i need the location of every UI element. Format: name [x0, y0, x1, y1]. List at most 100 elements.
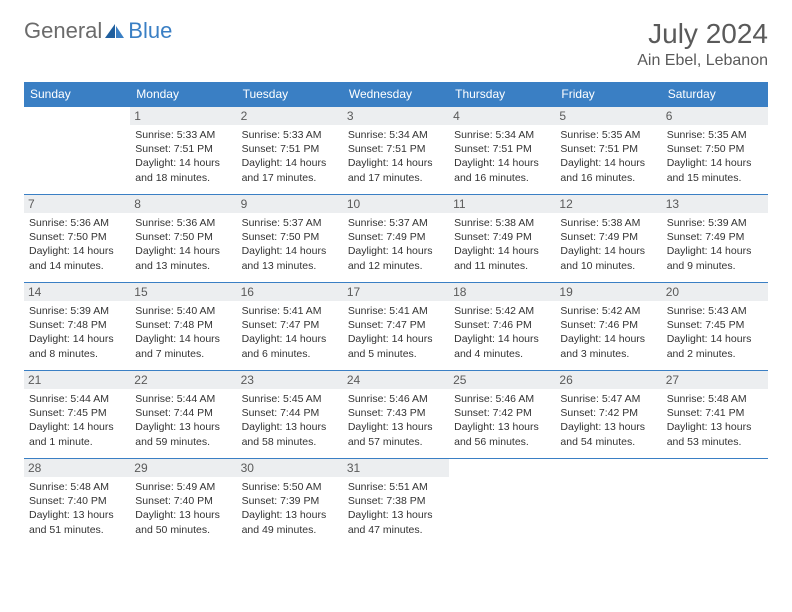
calendar-cell: 7Sunrise: 5:36 AMSunset: 7:50 PMDaylight… — [24, 195, 130, 283]
daylight-line: Daylight: 14 hours and 4 minutes. — [454, 332, 550, 360]
day-number: 10 — [343, 195, 449, 213]
sunset-line: Sunset: 7:50 PM — [29, 230, 125, 244]
sunrise-line: Sunrise: 5:39 AM — [29, 304, 125, 318]
calendar-week-row: 7Sunrise: 5:36 AMSunset: 7:50 PMDaylight… — [24, 195, 768, 283]
day-number: 20 — [662, 283, 768, 301]
sunset-line: Sunset: 7:44 PM — [242, 406, 338, 420]
sunset-line: Sunset: 7:51 PM — [135, 142, 231, 156]
daylight-line: Daylight: 13 hours and 56 minutes. — [454, 420, 550, 448]
calendar-cell: 21Sunrise: 5:44 AMSunset: 7:45 PMDayligh… — [24, 371, 130, 459]
calendar-cell: 25Sunrise: 5:46 AMSunset: 7:42 PMDayligh… — [449, 371, 555, 459]
daylight-line: Daylight: 14 hours and 14 minutes. — [29, 244, 125, 272]
sunrise-line: Sunrise: 5:49 AM — [135, 480, 231, 494]
day-number: 5 — [555, 107, 661, 125]
daylight-line: Daylight: 13 hours and 51 minutes. — [29, 508, 125, 536]
daylight-line: Daylight: 14 hours and 17 minutes. — [242, 156, 338, 184]
day-number: 11 — [449, 195, 555, 213]
day-number: 6 — [662, 107, 768, 125]
daylight-line: Daylight: 13 hours and 47 minutes. — [348, 508, 444, 536]
daylight-line: Daylight: 14 hours and 9 minutes. — [667, 244, 763, 272]
day-number: 24 — [343, 371, 449, 389]
daylight-line: Daylight: 14 hours and 13 minutes. — [135, 244, 231, 272]
dow-row: Sunday Monday Tuesday Wednesday Thursday… — [24, 82, 768, 107]
sunrise-line: Sunrise: 5:43 AM — [667, 304, 763, 318]
logo-sail-icon — [104, 22, 126, 40]
day-number: 28 — [24, 459, 130, 477]
calendar-cell: 10 Sunrise: 5:37 AMSunset: 7:49 PMDayligh… — [343, 195, 449, 283]
sunset-line: Sunset: 7:50 PM — [667, 142, 763, 156]
calendar-cell: 15Sunrise: 5:40 AMSunset: 7:48 PMDayligh… — [130, 283, 236, 371]
day-number — [555, 459, 661, 463]
day-number: 16 — [237, 283, 343, 301]
daylight-line: Daylight: 14 hours and 13 minutes. — [242, 244, 338, 272]
dow-friday: Friday — [555, 82, 661, 107]
sunrise-line: Sunrise: 5:37 AM — [348, 216, 444, 230]
sunset-line: Sunset: 7:51 PM — [454, 142, 550, 156]
sunset-line: Sunset: 7:51 PM — [242, 142, 338, 156]
daylight-line: Daylight: 13 hours and 59 minutes. — [135, 420, 231, 448]
dow-sunday: Sunday — [24, 82, 130, 107]
sunset-line: Sunset: 7:49 PM — [348, 230, 444, 244]
sunrise-line: Sunrise: 5:46 AM — [348, 392, 444, 406]
sunset-line: Sunset: 7:45 PM — [29, 406, 125, 420]
sunrise-line: Sunrise: 5:34 AM — [348, 128, 444, 142]
sunset-line: Sunset: 7:47 PM — [348, 318, 444, 332]
title-block: July 2024 Ain Ebel, Lebanon — [637, 18, 768, 70]
sunrise-line: Sunrise: 5:48 AM — [667, 392, 763, 406]
sunset-line: Sunset: 7:40 PM — [29, 494, 125, 508]
daylight-line: Daylight: 13 hours and 58 minutes. — [242, 420, 338, 448]
dow-tuesday: Tuesday — [237, 82, 343, 107]
daylight-line: Daylight: 14 hours and 1 minute. — [29, 420, 125, 448]
sunrise-line: Sunrise: 5:37 AM — [242, 216, 338, 230]
daylight-line: Daylight: 13 hours and 50 minutes. — [135, 508, 231, 536]
sunset-line: Sunset: 7:42 PM — [560, 406, 656, 420]
day-number — [449, 459, 555, 463]
calendar-cell: 5Sunrise: 5:35 AMSunset: 7:51 PMDaylight… — [555, 107, 661, 195]
dow-wednesday: Wednesday — [343, 82, 449, 107]
dow-thursday: Thursday — [449, 82, 555, 107]
daylight-line: Daylight: 14 hours and 17 minutes. — [348, 156, 444, 184]
sunset-line: Sunset: 7:46 PM — [454, 318, 550, 332]
day-number: 23 — [237, 371, 343, 389]
calendar-cell: 26Sunrise: 5:47 AMSunset: 7:42 PMDayligh… — [555, 371, 661, 459]
calendar-cell: 24Sunrise: 5:46 AMSunset: 7:43 PMDayligh… — [343, 371, 449, 459]
day-number: 3 — [343, 107, 449, 125]
daylight-line: Daylight: 14 hours and 5 minutes. — [348, 332, 444, 360]
sunset-line: Sunset: 7:50 PM — [135, 230, 231, 244]
calendar-week-row: 1Sunrise: 5:33 AMSunset: 7:51 PMDaylight… — [24, 107, 768, 195]
daylight-line: Daylight: 14 hours and 12 minutes. — [348, 244, 444, 272]
daylight-line: Daylight: 14 hours and 7 minutes. — [135, 332, 231, 360]
sunset-line: Sunset: 7:49 PM — [667, 230, 763, 244]
header: General Blue July 2024 Ain Ebel, Lebanon — [24, 18, 768, 70]
dow-monday: Monday — [130, 82, 236, 107]
day-number: 7 — [24, 195, 130, 213]
sunset-line: Sunset: 7:46 PM — [560, 318, 656, 332]
daylight-line: Daylight: 14 hours and 6 minutes. — [242, 332, 338, 360]
daylight-line: Daylight: 14 hours and 18 minutes. — [135, 156, 231, 184]
calendar-cell: 23Sunrise: 5:45 AMSunset: 7:44 PMDayligh… — [237, 371, 343, 459]
sunset-line: Sunset: 7:49 PM — [560, 230, 656, 244]
calendar-cell: 13Sunrise: 5:39 AMSunset: 7:49 PMDayligh… — [662, 195, 768, 283]
calendar-cell: 16Sunrise: 5:41 AMSunset: 7:47 PMDayligh… — [237, 283, 343, 371]
calendar-week-row: 14Sunrise: 5:39 AMSunset: 7:48 PMDayligh… — [24, 283, 768, 371]
calendar-cell: 27Sunrise: 5:48 AMSunset: 7:41 PMDayligh… — [662, 371, 768, 459]
sunrise-line: Sunrise: 5:35 AM — [667, 128, 763, 142]
daylight-line: Daylight: 14 hours and 16 minutes. — [454, 156, 550, 184]
calendar-cell: 14Sunrise: 5:39 AMSunset: 7:48 PMDayligh… — [24, 283, 130, 371]
sunset-line: Sunset: 7:41 PM — [667, 406, 763, 420]
day-number — [24, 107, 130, 111]
daylight-line: Daylight: 13 hours and 54 minutes. — [560, 420, 656, 448]
calendar-cell — [24, 107, 130, 195]
calendar-cell: 31Sunrise: 5:51 AMSunset: 7:38 PMDayligh… — [343, 459, 449, 547]
calendar-cell: 3Sunrise: 5:34 AMSunset: 7:51 PMDaylight… — [343, 107, 449, 195]
calendar-cell: 17Sunrise: 5:41 AMSunset: 7:47 PMDayligh… — [343, 283, 449, 371]
calendar-cell: 30Sunrise: 5:50 AMSunset: 7:39 PMDayligh… — [237, 459, 343, 547]
sunrise-line: Sunrise: 5:47 AM — [560, 392, 656, 406]
sunrise-line: Sunrise: 5:42 AM — [560, 304, 656, 318]
sunrise-line: Sunrise: 5:39 AM — [667, 216, 763, 230]
sunrise-line: Sunrise: 5:41 AM — [242, 304, 338, 318]
calendar-cell: 18Sunrise: 5:42 AMSunset: 7:46 PMDayligh… — [449, 283, 555, 371]
daylight-line: Daylight: 14 hours and 8 minutes. — [29, 332, 125, 360]
calendar-cell: 4Sunrise: 5:34 AMSunset: 7:51 PMDaylight… — [449, 107, 555, 195]
sunset-line: Sunset: 7:44 PM — [135, 406, 231, 420]
